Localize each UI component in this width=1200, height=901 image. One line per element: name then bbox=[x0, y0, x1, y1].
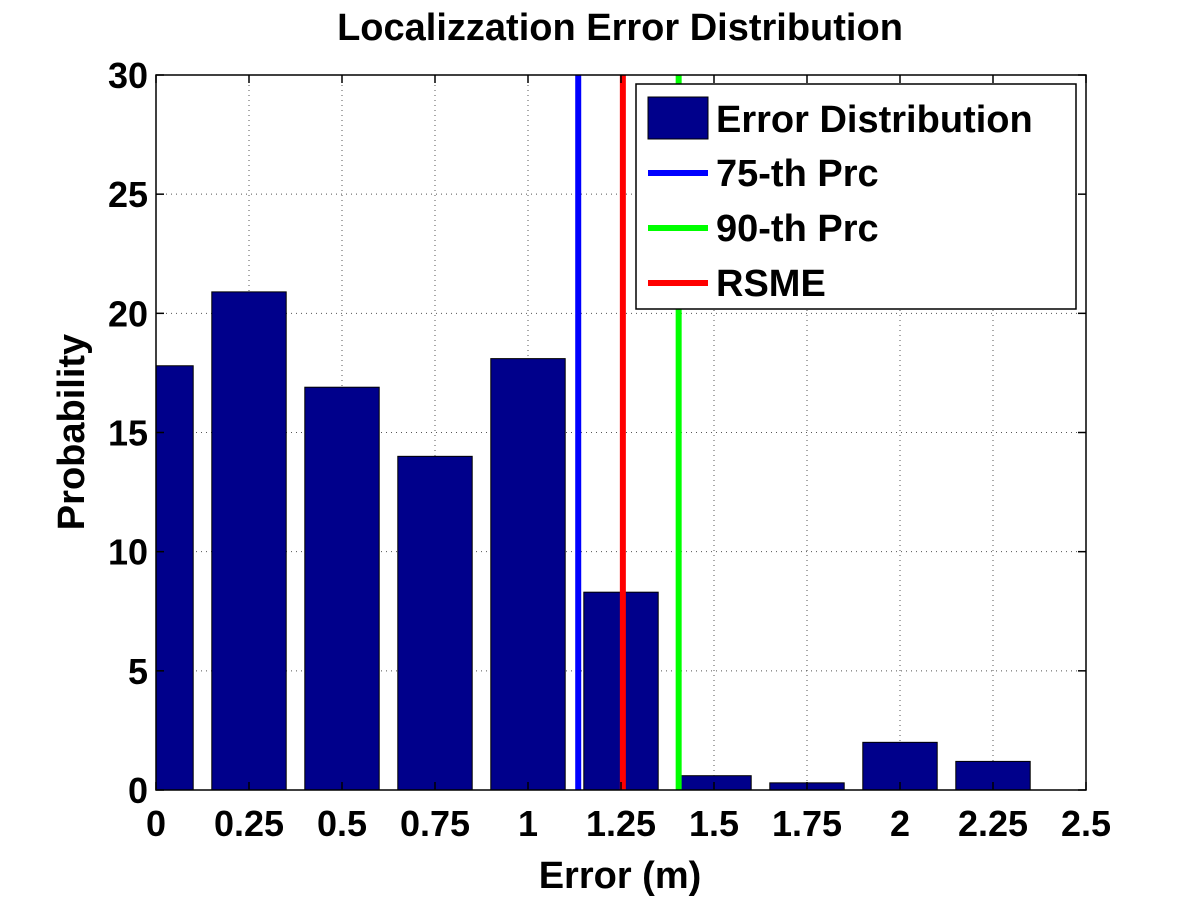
bar bbox=[156, 365, 194, 790]
bar bbox=[397, 455, 473, 790]
bar bbox=[211, 291, 287, 790]
x-tick-label: 1 bbox=[518, 803, 538, 844]
legend-box bbox=[635, 83, 1077, 310]
y-tick-label: 30 bbox=[108, 55, 148, 96]
legend-label: 90-th Prc bbox=[716, 208, 879, 250]
y-tick-label: 20 bbox=[108, 293, 148, 334]
bar bbox=[304, 386, 380, 790]
x-tick-label: 0 bbox=[146, 803, 166, 844]
y-tick-label: 0 bbox=[128, 770, 148, 811]
x-axis-label: Error (m) bbox=[539, 855, 702, 897]
bars bbox=[156, 291, 1031, 790]
y-tick-label: 25 bbox=[108, 174, 148, 215]
bar bbox=[490, 358, 566, 790]
x-tick-label: 2.25 bbox=[958, 803, 1028, 844]
legend-label: RSME bbox=[716, 263, 826, 305]
x-tick-label: 0.75 bbox=[400, 803, 470, 844]
x-tick-label: 0.25 bbox=[214, 803, 284, 844]
legend-label: Error Distribution bbox=[716, 99, 1033, 141]
legend: Error Distribution 75-th Prc 90-th Prc RSME bbox=[635, 83, 1077, 310]
x-tick-label: 2 bbox=[890, 803, 910, 844]
chart-title: Localizzation Error Distribution bbox=[337, 7, 903, 49]
legend-swatch-bar bbox=[647, 96, 709, 140]
x-tick-label: 0.5 bbox=[317, 803, 367, 844]
x-tick-label: 1.75 bbox=[772, 803, 842, 844]
legend-label: 75-th Prc bbox=[716, 153, 879, 195]
y-tick-label: 5 bbox=[128, 651, 148, 692]
x-tick-label: 1.25 bbox=[586, 803, 656, 844]
x-tick-label: 2.5 bbox=[1061, 803, 1111, 844]
y-tick-label: 10 bbox=[108, 532, 148, 573]
x-tick-label: 1.5 bbox=[689, 803, 739, 844]
y-axis-label: Probability bbox=[51, 334, 93, 530]
ticks: 0 0.25 0.5 0.75 1 1.25 1.5 1.75 2 2.25 2.5 0 5 10 15 20… bbox=[108, 55, 1111, 844]
y-tick-label: 15 bbox=[108, 413, 148, 454]
